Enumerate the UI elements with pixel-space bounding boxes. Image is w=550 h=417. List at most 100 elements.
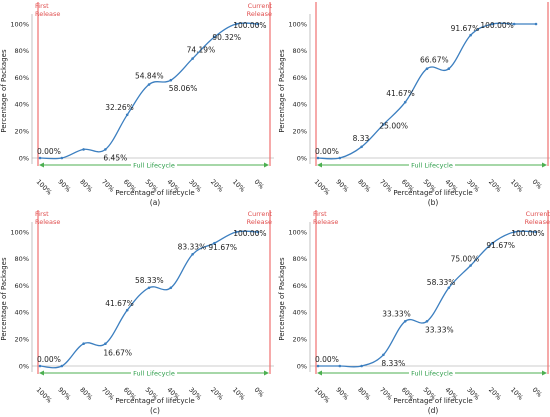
x-axis-title: Percentage of lifecycle: [115, 189, 194, 197]
data-point: [338, 156, 342, 160]
data-point: [425, 320, 429, 323]
y-tick-label: 100%: [288, 20, 307, 28]
first-release-label-line: Release: [313, 218, 338, 226]
data-point: [447, 286, 451, 290]
x-tick-label: 80%: [78, 178, 94, 194]
first-release-label-line: Release: [35, 218, 60, 226]
lifecycle-arrow-left-head: [317, 162, 322, 168]
x-tick-label: 100%: [313, 386, 332, 405]
x-tick-label: 70%: [100, 386, 116, 402]
x-axis-title: Percentage of lifecycle: [393, 397, 472, 405]
data-label: 58.33%: [135, 276, 164, 285]
x-tick-label: 70%: [378, 386, 394, 402]
data-point: [234, 230, 238, 234]
y-tick-label: 0%: [297, 154, 307, 162]
y-axis-title: Percentage of Packages: [0, 257, 8, 341]
y-tick-label: 20%: [293, 336, 307, 344]
x-tick-label: 0%: [253, 178, 266, 191]
x-tick-label: 20%: [209, 178, 225, 194]
y-tick-label: 20%: [15, 128, 29, 136]
data-point: [360, 145, 363, 149]
y-tick-label: 20%: [15, 336, 29, 344]
y-tick-label: 60%: [15, 282, 29, 290]
data-label: 91.67%: [486, 241, 515, 250]
current-release-label: Current Release: [247, 210, 273, 226]
data-point: [338, 364, 342, 368]
data-label: 25.00%: [379, 122, 408, 131]
data-label: 16.67%: [103, 349, 132, 358]
current-release-label-line: Current: [526, 210, 550, 218]
first-release-label-line: First: [35, 2, 49, 10]
x-tick-label: 90%: [56, 178, 72, 194]
x-tick-label: 90%: [334, 178, 350, 194]
data-label: 100.00%: [511, 229, 544, 238]
panel-caption: (d): [428, 406, 439, 415]
x-tick-label: 10%: [231, 386, 247, 402]
chart-panel-a: 0%20%40%60%80%100%100% 90% 80% 70% 60% 50% 40%…: [0, 2, 274, 207]
chart-panel-d: 0%20%40%60%80%100%100% 90% 80% 70% 60% 50% 40%…: [278, 210, 550, 415]
lifecycle-label: Full Lifecycle: [133, 161, 175, 169]
x-tick-label: 0%: [531, 386, 544, 399]
lifecycle-arrow-right-head: [264, 370, 269, 376]
x-tick-label: 20%: [209, 386, 225, 402]
lifecycle-arrow-right-head: [264, 162, 269, 168]
data-point: [125, 113, 129, 117]
y-axis-title: Percentage of Packages: [278, 49, 286, 133]
data-label: 91.67%: [208, 243, 237, 252]
x-tick-label: 20%: [487, 178, 503, 194]
x-tick-label: 80%: [356, 386, 372, 402]
x-tick-label: 70%: [100, 178, 116, 194]
data-point: [469, 264, 472, 267]
data-label: 0.00%: [315, 355, 339, 364]
y-tick-label: 20%: [293, 128, 307, 136]
data-point: [82, 342, 85, 346]
data-point: [104, 148, 107, 151]
lifecycle-arrow-left-head: [317, 370, 322, 376]
x-tick-label: 100%: [313, 178, 332, 197]
data-point: [147, 286, 151, 290]
first-release-label: First Release: [313, 210, 338, 226]
data-point: [256, 22, 260, 26]
data-point: [403, 320, 407, 323]
current-release-label-line: Release: [247, 218, 272, 226]
data-point: [425, 67, 429, 70]
current-release-label-line: Current: [248, 210, 273, 218]
data-label: 90.32%: [212, 33, 241, 42]
y-tick-label: 40%: [293, 101, 307, 109]
chart-panel-c: 0%20%40%60%80%100%100% 90% 80% 70% 60% 50% 40%…: [0, 210, 274, 415]
lifecycle-arrow-left-head: [39, 162, 44, 168]
data-point: [213, 35, 216, 39]
data-label: 100.00%: [233, 21, 266, 30]
lifecycle-label: Full Lifecycle: [411, 161, 453, 169]
data-point: [191, 57, 194, 60]
x-tick-label: 90%: [56, 386, 72, 402]
current-release-label: Current Release: [247, 2, 273, 18]
data-point: [534, 22, 538, 26]
y-tick-label: 100%: [10, 228, 29, 236]
lifecycle-arrow-left-head: [39, 370, 44, 376]
data-label: 41.67%: [105, 299, 134, 308]
x-tick-label: 90%: [334, 386, 350, 402]
lifecycle-arrow-right-head: [542, 162, 547, 168]
x-tick-label: 20%: [487, 386, 503, 402]
y-tick-label: 40%: [15, 101, 29, 109]
data-point: [360, 364, 363, 368]
data-point: [169, 286, 173, 290]
data-point: [534, 230, 538, 234]
data-point: [403, 100, 407, 104]
x-tick-label: 10%: [231, 178, 247, 194]
x-tick-label: 10%: [509, 178, 525, 194]
data-point: [512, 22, 516, 26]
y-tick-label: 60%: [293, 282, 307, 290]
x-tick-label: 10%: [509, 386, 525, 402]
data-label: 33.33%: [382, 309, 411, 318]
current-release-label-line: Release: [525, 218, 550, 226]
data-point: [213, 241, 216, 245]
data-point: [104, 342, 107, 346]
data-point: [60, 156, 64, 160]
first-release-label-line: Release: [35, 10, 60, 18]
y-tick-label: 60%: [293, 74, 307, 82]
series-line: [318, 230, 537, 368]
y-axis-title: Percentage of Packages: [0, 49, 8, 133]
